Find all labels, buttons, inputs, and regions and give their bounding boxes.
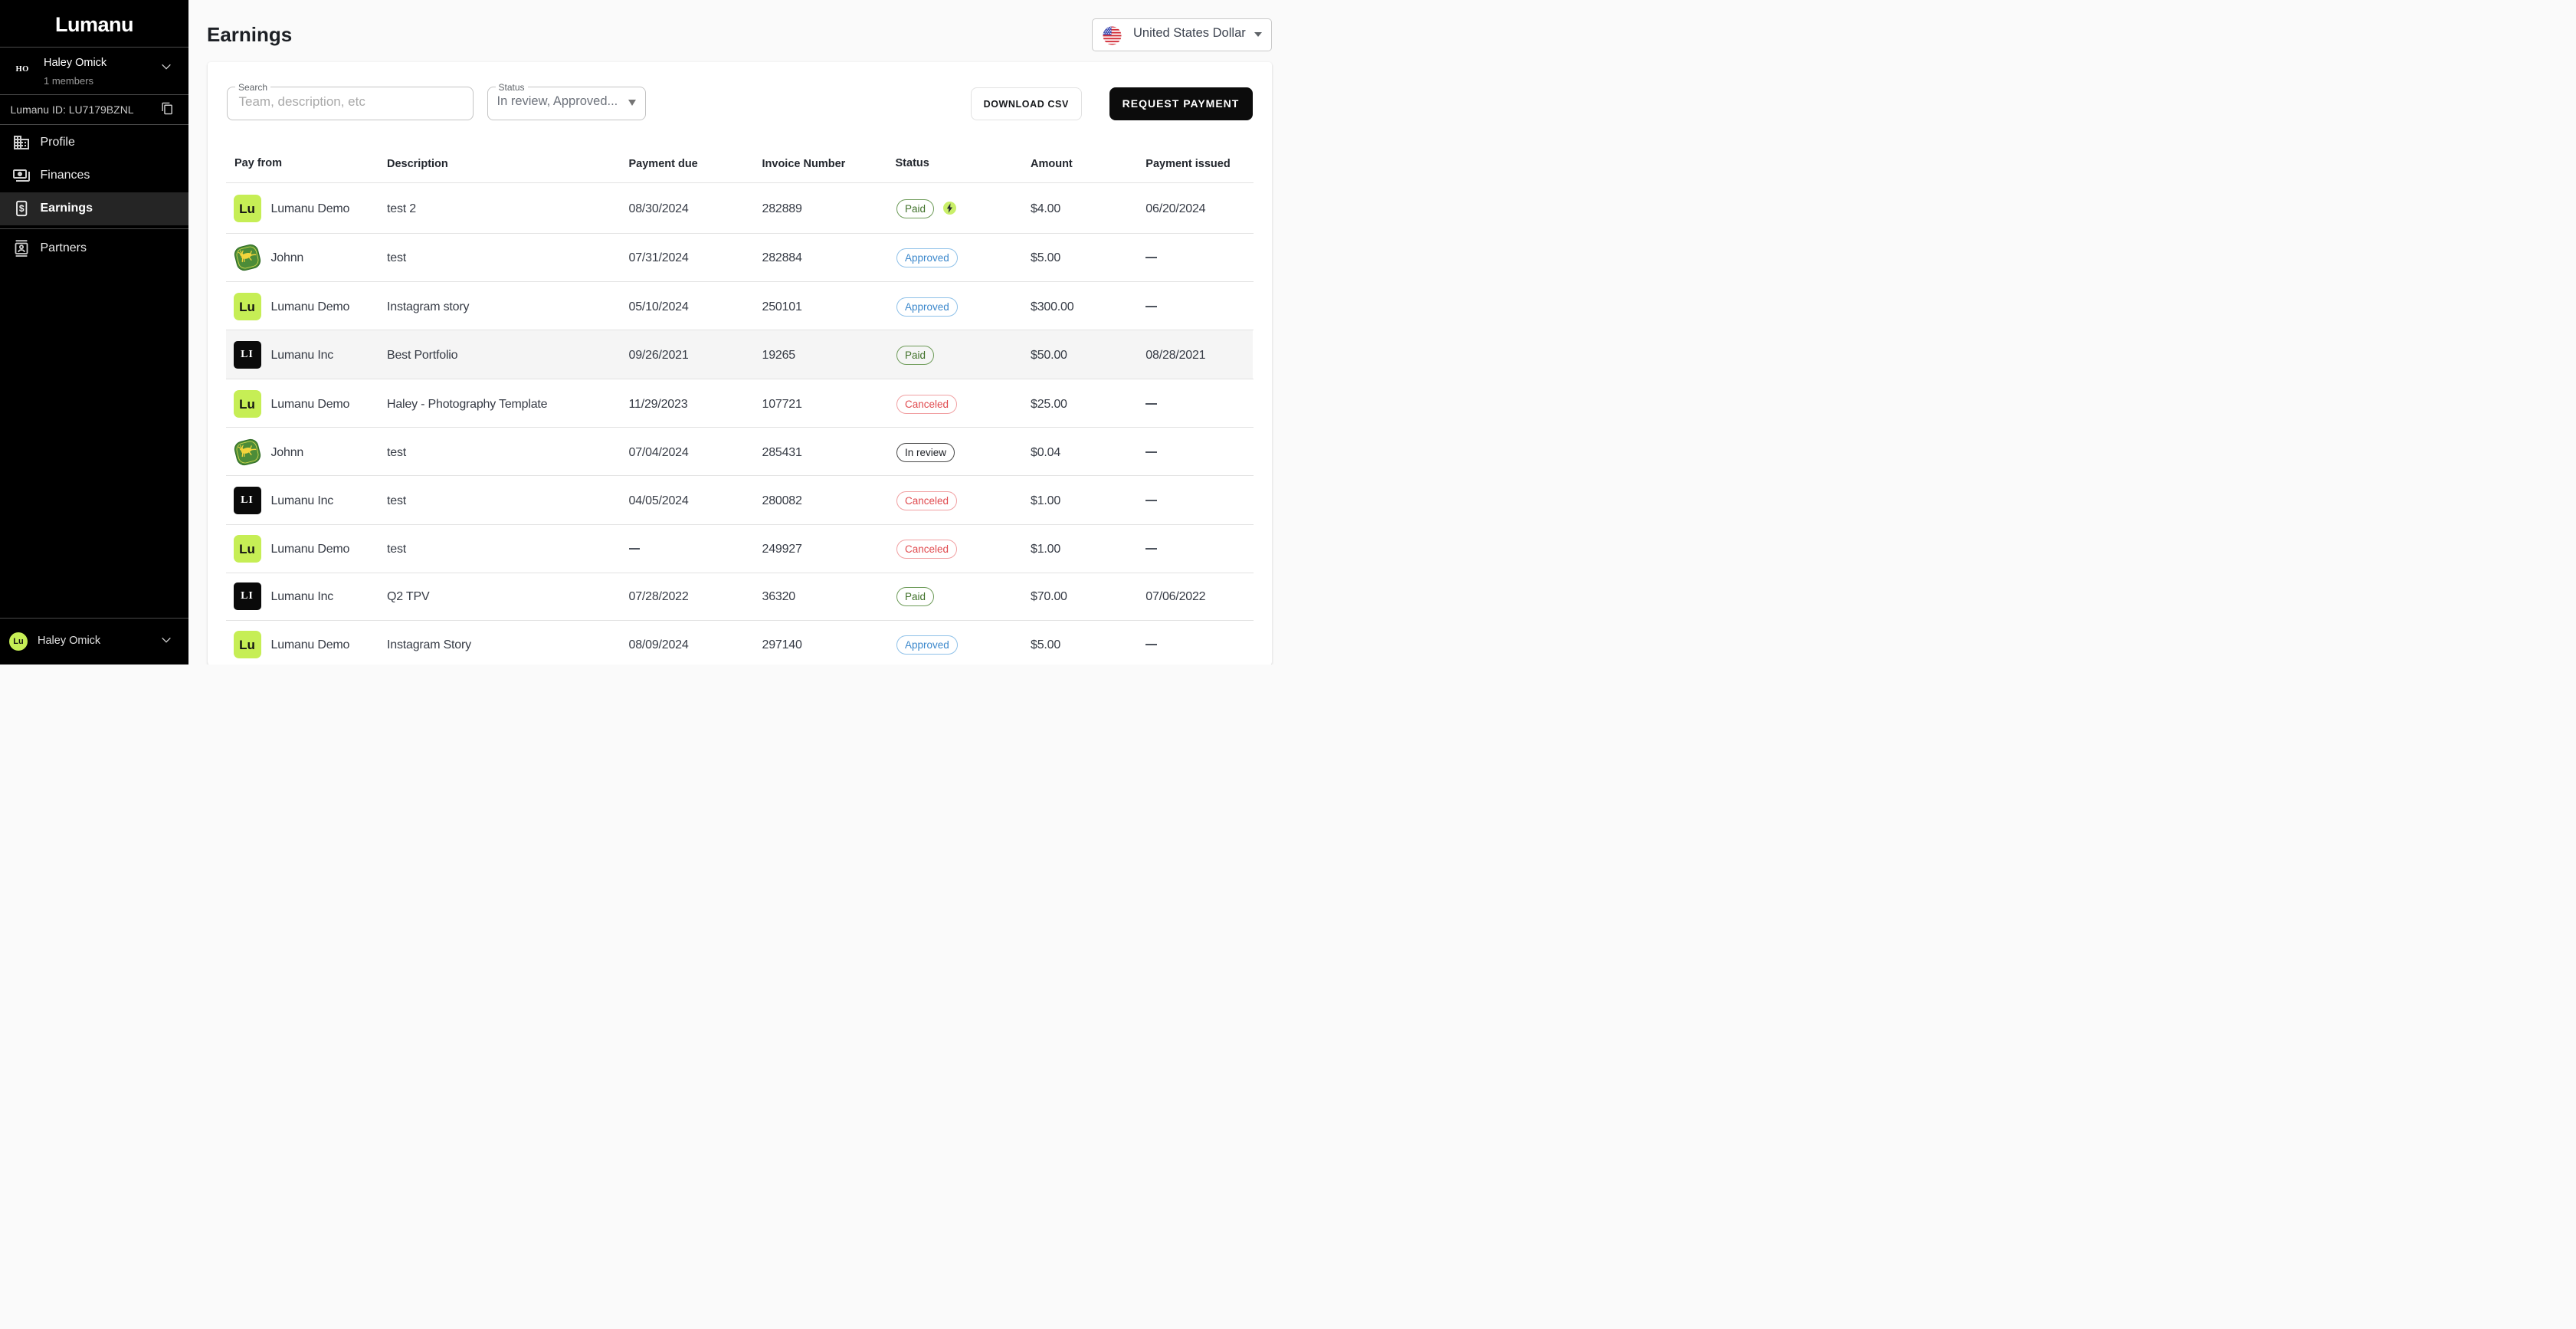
svg-text:$: $ [19, 203, 25, 214]
